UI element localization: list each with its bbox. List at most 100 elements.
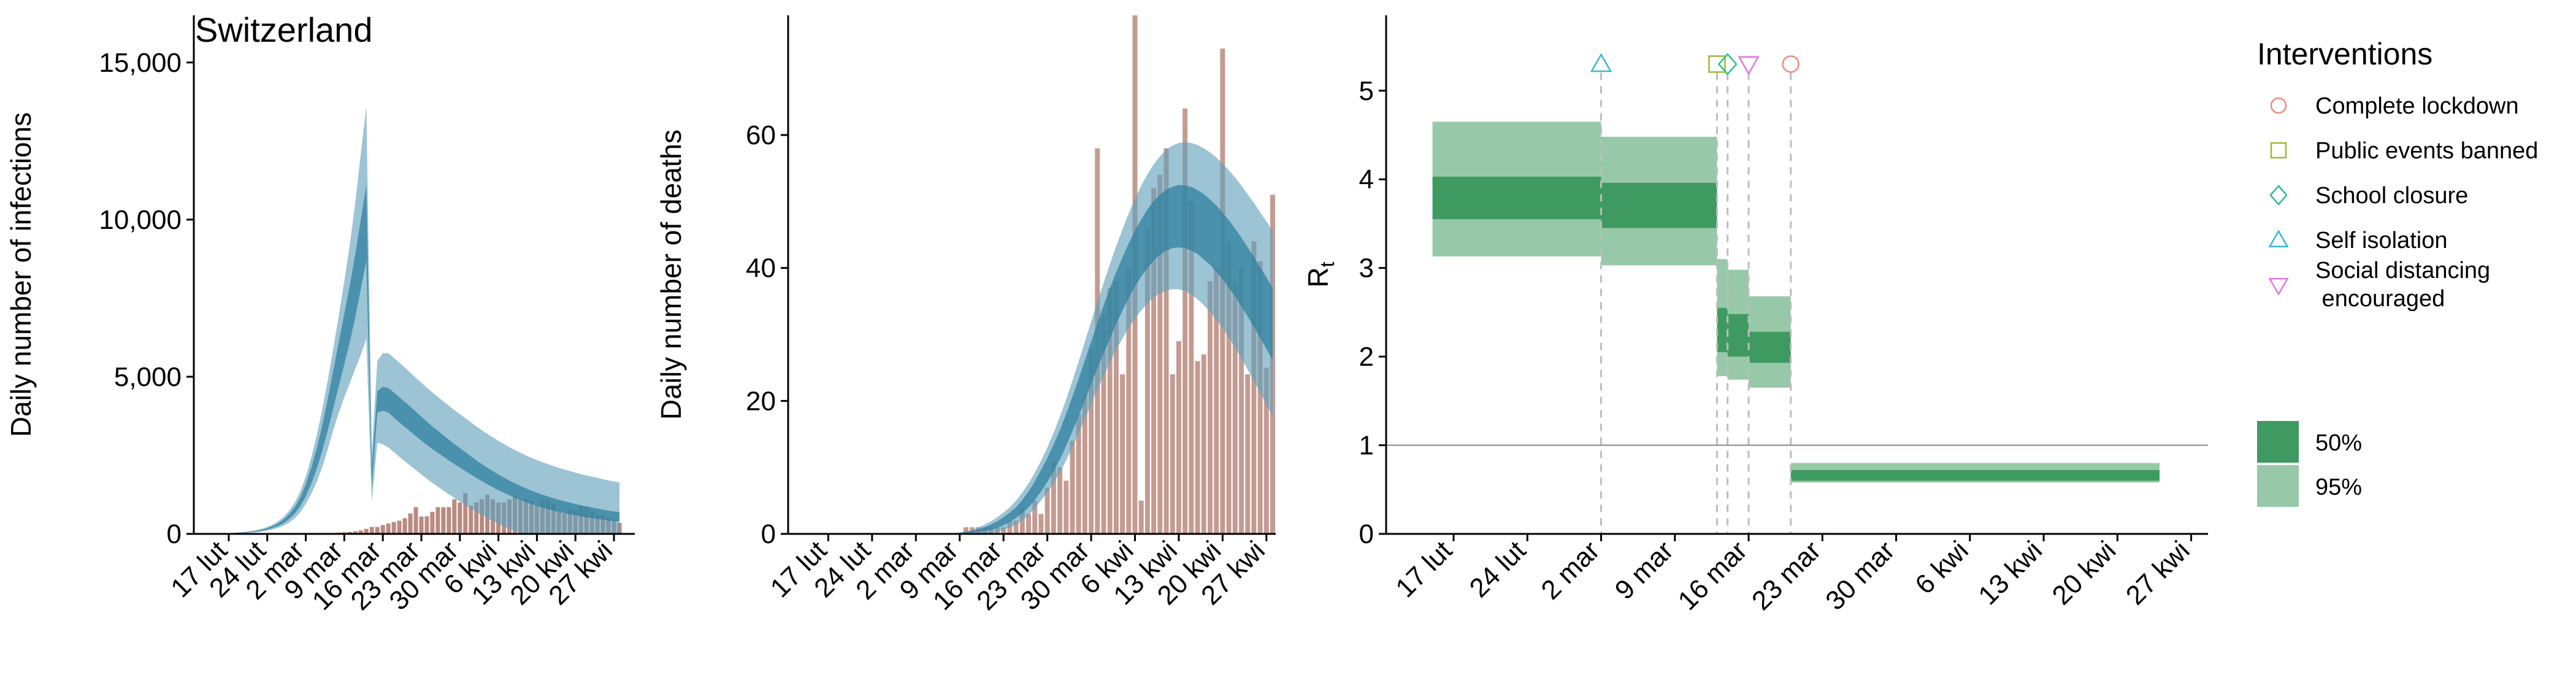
infections-bar	[441, 507, 446, 534]
infections-bar	[408, 513, 413, 534]
infections-bar	[413, 507, 418, 534]
rt-y-tick-label: 5	[1359, 76, 1374, 106]
deaths-bar	[1120, 374, 1125, 534]
infections-bar	[397, 520, 402, 534]
infections-y-tick-label: 0	[167, 519, 182, 549]
infections-bar	[358, 530, 363, 534]
deaths-bar	[1126, 268, 1132, 534]
deaths-bar	[1101, 314, 1106, 534]
deaths-bar	[1157, 175, 1163, 534]
legend-swatch-95	[2257, 465, 2299, 507]
rt-x-tick-label: 2 mar	[1535, 535, 1605, 605]
infections-title: Switzerland	[195, 10, 372, 49]
deaths-bar	[1070, 441, 1075, 534]
rt-x-tick-label: 30 mar	[1820, 535, 1900, 615]
infections-bar	[458, 502, 462, 534]
infections-bar	[463, 493, 468, 534]
deaths-y-tick-label: 20	[746, 386, 776, 416]
infections-bar	[402, 518, 407, 534]
legend-label: Self isolation	[2315, 228, 2447, 253]
deaths-bar	[1051, 460, 1056, 534]
infections-bar	[430, 512, 435, 534]
infections-y-tick-label: 15,000	[99, 48, 182, 78]
deaths-bar	[1144, 228, 1150, 534]
legend-marker-diamond	[2269, 185, 2288, 206]
rt-band-50	[1601, 183, 1717, 228]
rt-intervention-marker	[1717, 53, 1738, 75]
deaths-bar	[963, 527, 968, 534]
legend-title: Interventions	[2257, 37, 2432, 71]
deaths-bar	[1201, 354, 1206, 534]
rt-y-axis-label: Rt	[1302, 261, 1338, 287]
legend-label-line: Complete lockdown	[2315, 93, 2519, 119]
rt-x-tick-label: 9 mar	[1609, 535, 1679, 605]
legend-label-line: Public events banned	[2315, 138, 2538, 164]
rt-band-50	[1432, 176, 1601, 220]
infections-bar	[386, 523, 391, 534]
deaths-bar	[1183, 108, 1188, 534]
deaths-y-tick-label: 40	[746, 253, 776, 284]
rt-intervention-marker	[1590, 53, 1612, 72]
deaths-bar	[1195, 361, 1200, 534]
deaths-y-axis-label: Daily number of deaths	[655, 129, 687, 420]
deaths-bar	[1170, 374, 1175, 534]
infections-bar	[435, 507, 440, 534]
deaths-bar	[1232, 281, 1238, 534]
legend-band-label: 95%	[2315, 474, 2362, 500]
deaths-y-tick-label: 0	[761, 519, 776, 549]
legend-label-line: encouraged	[2315, 286, 2445, 312]
infections-band-95	[218, 106, 619, 534]
rt-band-50	[1727, 314, 1749, 357]
rt-band-50	[1749, 331, 1791, 363]
legend-label: Public events banned	[2315, 138, 2538, 164]
infections-bar	[353, 531, 358, 534]
rt-x-tick-label: 23 mar	[1746, 535, 1827, 615]
infections-bar	[347, 531, 352, 534]
infections-bar	[474, 502, 479, 534]
legend-marker-triangle-up	[2268, 230, 2289, 248]
deaths-bar	[1245, 374, 1251, 534]
infections-bar	[364, 528, 369, 534]
deaths-bar	[1045, 487, 1050, 534]
deaths-bar	[1226, 241, 1232, 534]
deaths-bar	[1038, 514, 1044, 534]
deaths-bar	[1163, 148, 1169, 534]
legend-label: Complete lockdown	[2315, 93, 2519, 119]
rt-y-tick-label: 4	[1359, 164, 1374, 195]
infections-band-50	[218, 185, 619, 534]
rt-y-tick-label: 3	[1359, 253, 1374, 284]
rt-x-tick-label: 16 mar	[1673, 535, 1753, 615]
legend-label: School closure	[2315, 183, 2468, 209]
legend-label-line: School closure	[2315, 183, 2468, 209]
legend-label-line: Self isolation	[2315, 228, 2447, 253]
rt-band-50	[1717, 307, 1728, 352]
deaths-bar	[1013, 520, 1019, 534]
deaths-bar	[1251, 241, 1257, 534]
infections-bar	[369, 527, 374, 534]
infections-y-tick-label: 10,000	[99, 205, 182, 235]
deaths-bar	[1138, 500, 1144, 534]
rt-x-tick-label: 20 kwi	[2047, 535, 2122, 611]
deaths-bar	[1076, 414, 1081, 534]
rt-intervention-marker	[1708, 55, 1726, 73]
infections-bar	[419, 516, 424, 534]
deaths-y-tick-label: 60	[746, 120, 776, 150]
rt-y-tick-label: 0	[1359, 519, 1374, 549]
infections-bar	[380, 525, 385, 534]
rt-y-tick-label: 2	[1359, 342, 1374, 372]
deaths-bar	[1089, 347, 1094, 534]
infections-bar	[469, 505, 473, 534]
rt-y-axis-label-subscript: t	[1316, 261, 1338, 267]
legend-label: Social distancing encouraged	[2315, 258, 2490, 312]
legend-band-label: 50%	[2315, 430, 2362, 456]
infections-bar	[480, 499, 485, 534]
rt-y-tick-label: 1	[1359, 431, 1374, 461]
deaths-bar	[1057, 467, 1062, 534]
deaths-bar	[1064, 480, 1069, 534]
deaths-bar	[1107, 288, 1113, 534]
rt-x-tick-label: 6 kwi	[1909, 535, 1974, 600]
deaths-bar	[1238, 268, 1244, 534]
legend-marker-square	[2270, 142, 2287, 159]
